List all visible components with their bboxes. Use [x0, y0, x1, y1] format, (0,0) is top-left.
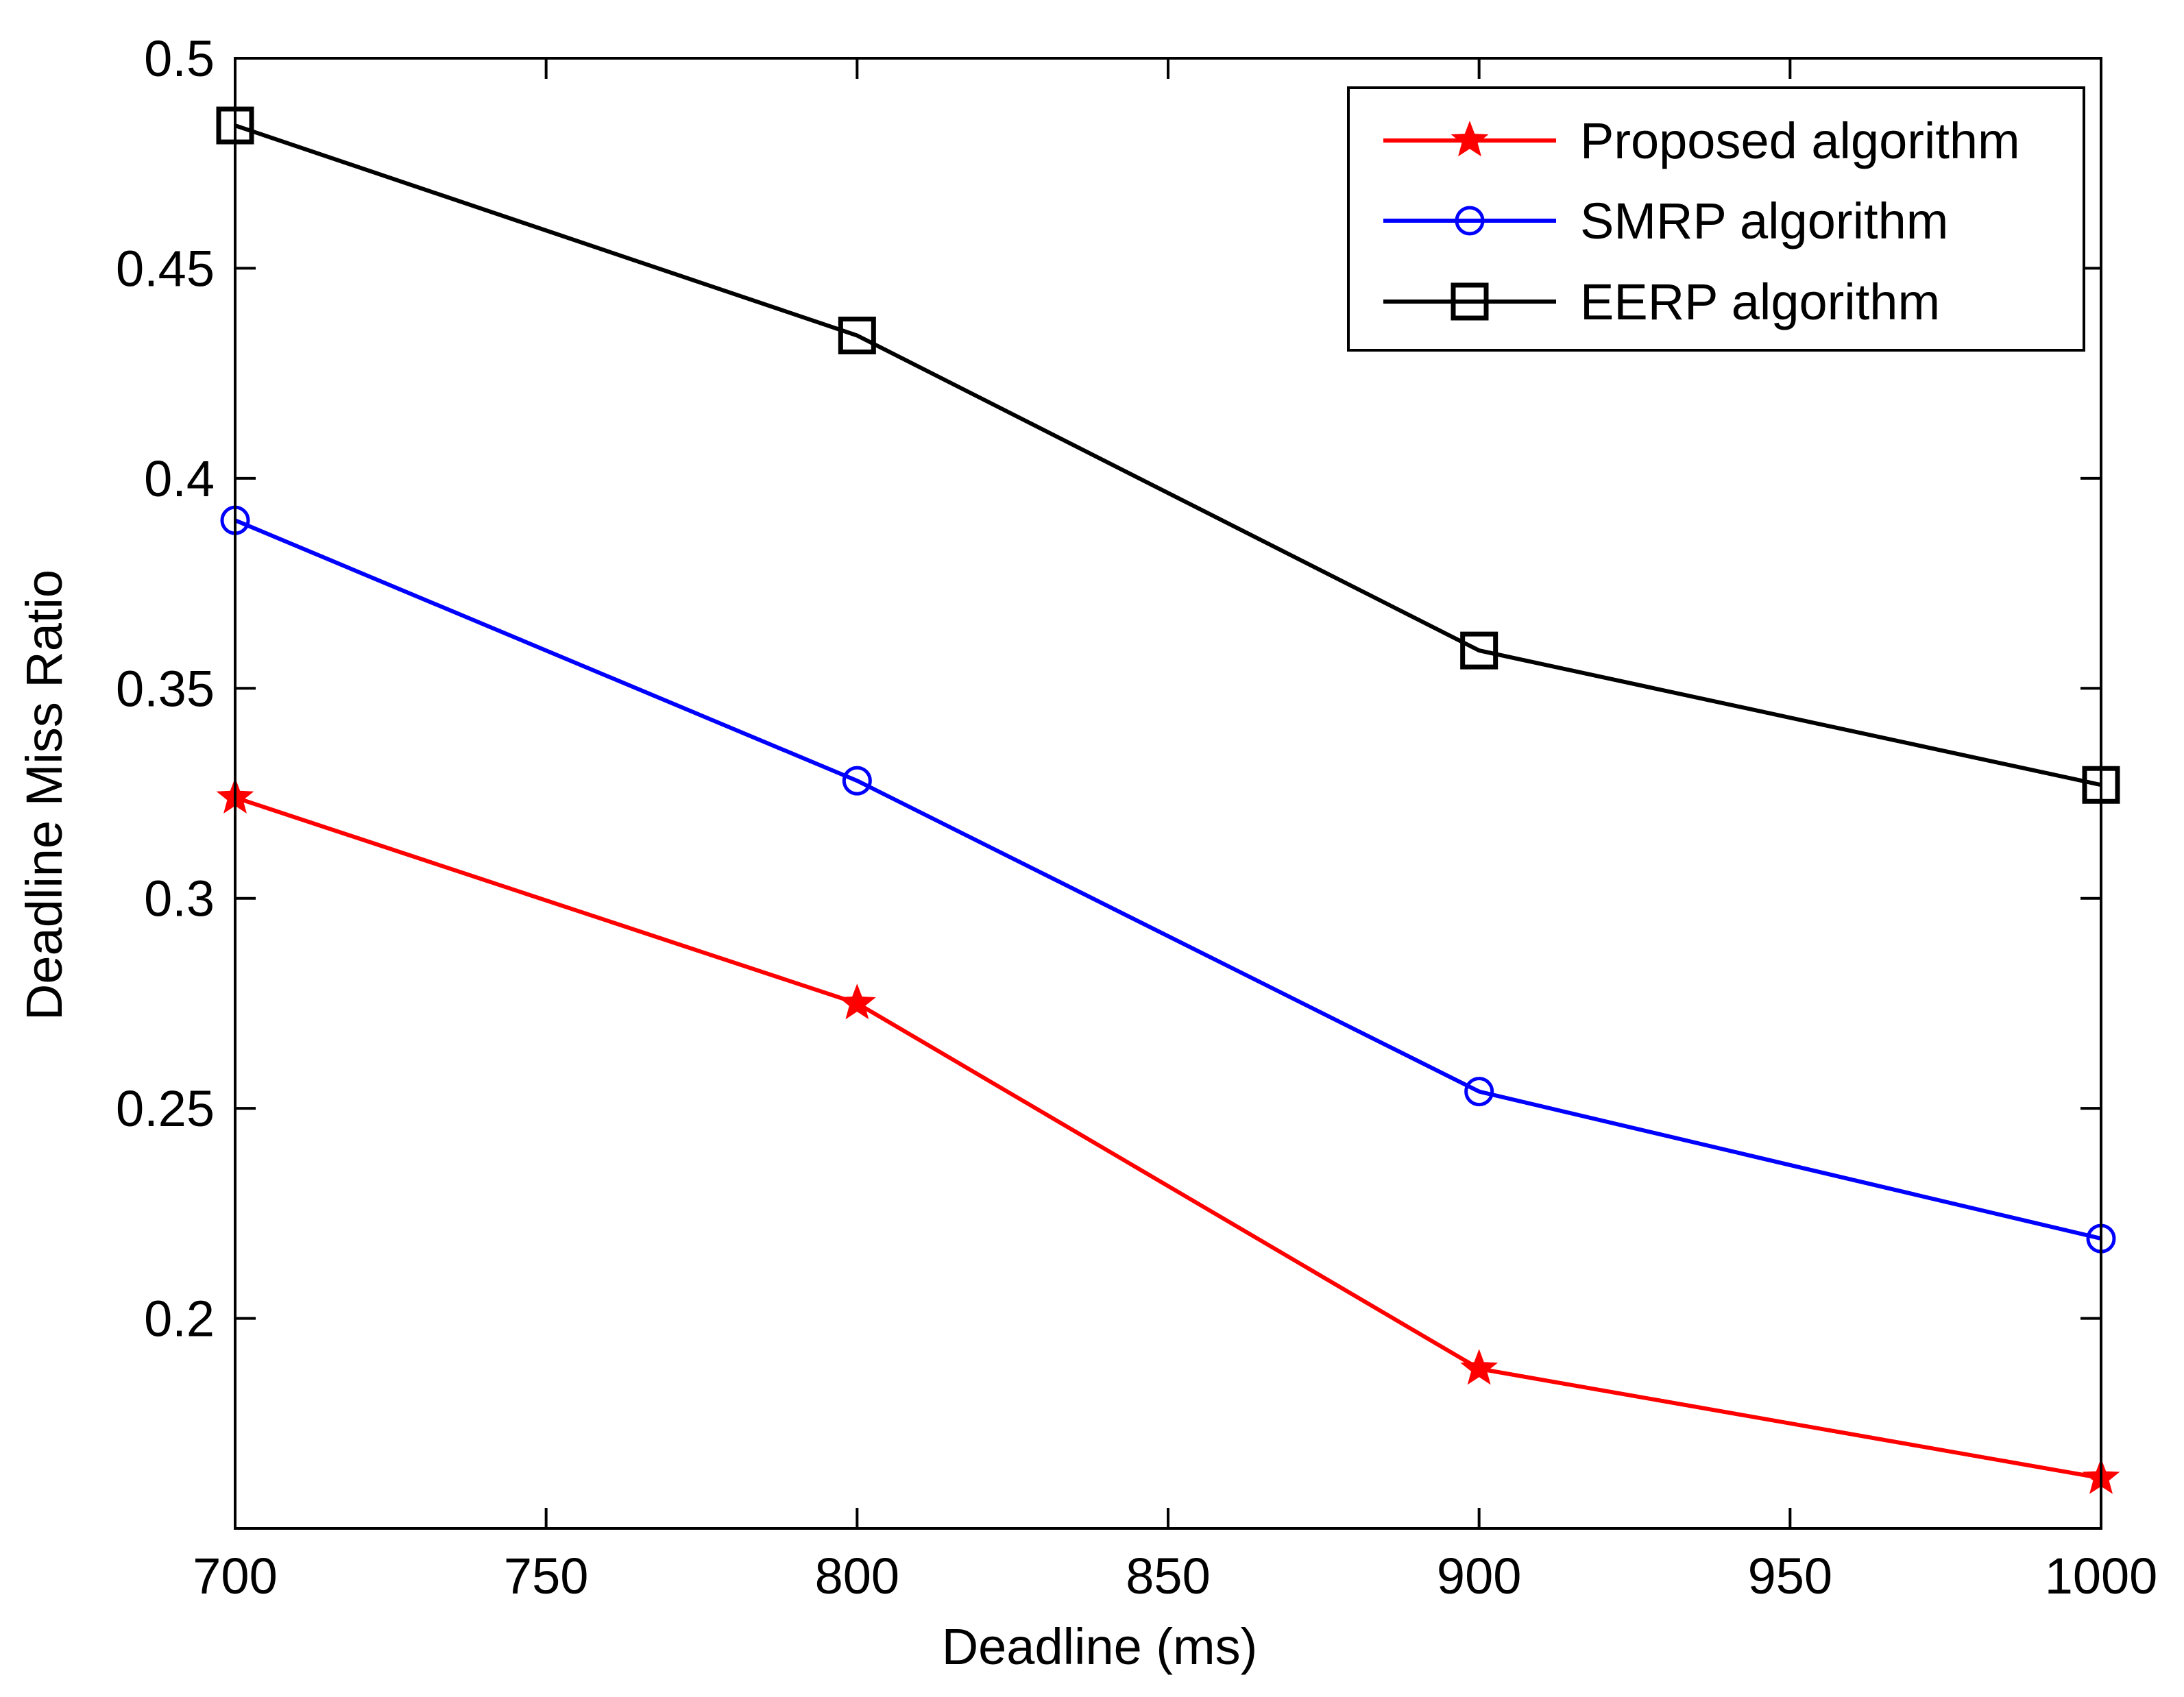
- data-point-2-2: [1460, 631, 1499, 670]
- y-tick-label-0.35: 0.35: [116, 660, 215, 717]
- x-tick-label-900: 900: [1437, 1548, 1521, 1604]
- x-tick-label-750: 750: [504, 1548, 588, 1604]
- x-tick-label-700: 700: [193, 1548, 277, 1604]
- tick-labels: 700 750 800 850 900 950 1000 0.2 0.25 0.3 0.35 0.4 0…: [116, 30, 2157, 1604]
- data-point-1-2: [1464, 1077, 1494, 1107]
- data-point-0-1: [838, 984, 876, 1020]
- legend-item-0: Proposed algorithm: [1383, 112, 2020, 169]
- y-axis-label: Deadline Miss Ratio: [16, 570, 73, 1021]
- data-point-0-2: [1460, 1349, 1499, 1385]
- series-line-1: [234, 518, 2102, 1241]
- plot-frame: [234, 57, 2102, 1530]
- legend-label-2: EERP algorithm: [1580, 273, 1940, 330]
- y-tick-label-0.3: 0.3: [144, 870, 215, 927]
- x-tick-label-850: 850: [1126, 1548, 1210, 1604]
- data-point-2-1: [838, 316, 876, 354]
- y-tick-label-0.45: 0.45: [116, 240, 215, 297]
- data-point-1-1: [842, 766, 872, 796]
- legend-item-2: EERP algorithm: [1383, 273, 1940, 330]
- series-layer: [216, 106, 2120, 1494]
- x-tick-label-1000: 1000: [2045, 1548, 2158, 1604]
- y-tick-label-0.5: 0.5: [144, 30, 215, 87]
- legend-items: Proposed algorithm SMRP algorithm EERP alg…: [1383, 112, 2020, 330]
- y-tick-label-0.4: 0.4: [144, 450, 215, 507]
- legend-label-1: SMRP algorithm: [1580, 193, 1948, 249]
- legend: Proposed algorithm SMRP algorithm EERP alg…: [1347, 86, 2085, 352]
- legend-item-1: SMRP algorithm: [1383, 193, 1948, 249]
- y-tick-label-0.25: 0.25: [116, 1080, 215, 1137]
- legend-label-0: Proposed algorithm: [1580, 112, 2020, 169]
- series-line-2: [234, 123, 2102, 788]
- y-tick-label-0.2: 0.2: [144, 1291, 215, 1347]
- x-axis-label: Deadline (ms): [942, 1618, 1258, 1675]
- x-tick-label-800: 800: [815, 1548, 899, 1604]
- x-tick-label-950: 950: [1748, 1548, 1832, 1604]
- legend-swatch-marker-0: [1451, 121, 1489, 157]
- legend-swatch-marker-2: [1451, 282, 1489, 321]
- legend-swatch-marker-1: [1455, 206, 1485, 236]
- series-line-0: [234, 795, 2102, 1480]
